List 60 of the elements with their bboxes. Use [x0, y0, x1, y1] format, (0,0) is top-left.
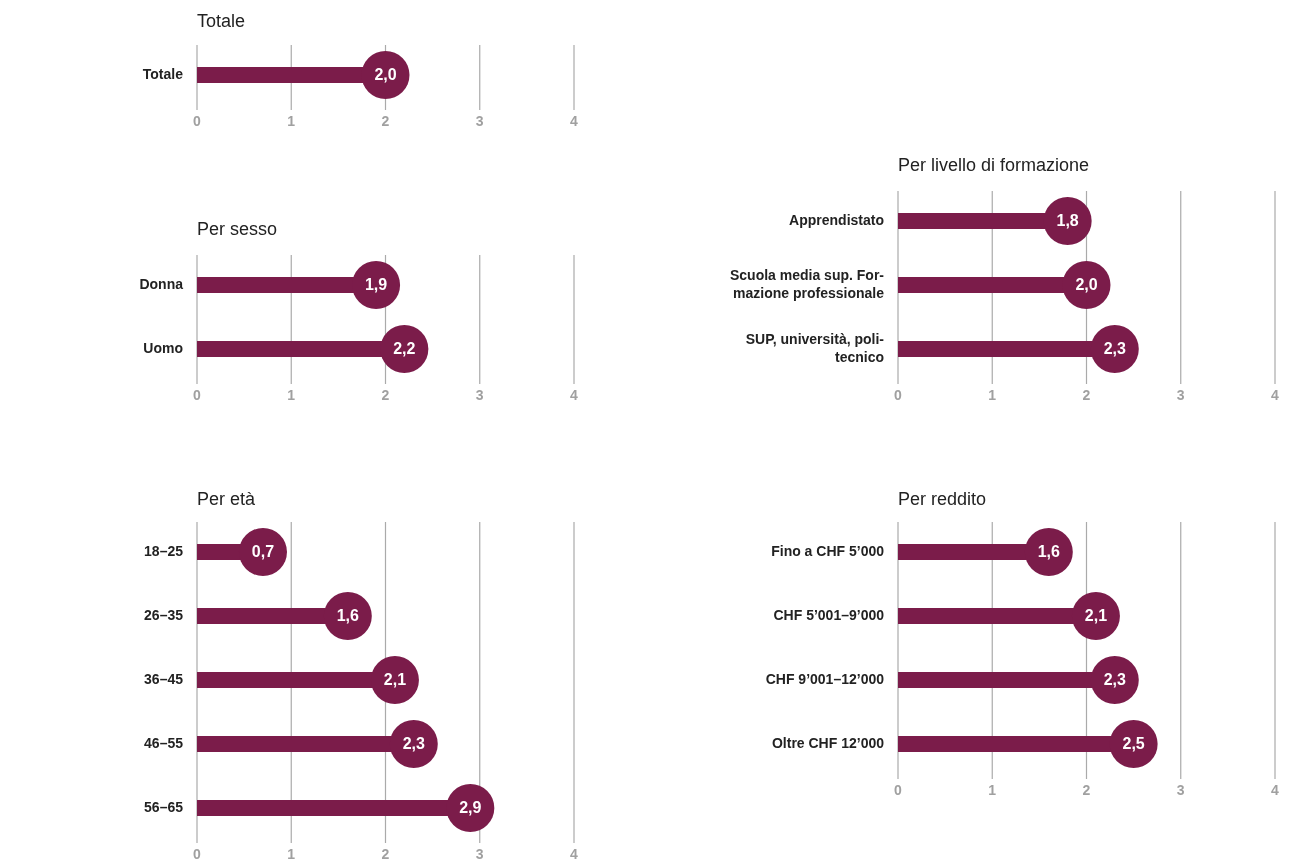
data-label: 2,2 [393, 340, 416, 358]
data-label: 2,5 [1122, 735, 1145, 753]
x-tick-label: 0 [193, 112, 202, 129]
data-label: 1,9 [364, 276, 388, 294]
y-tick-label: 36–45 [144, 670, 184, 687]
x-tick-label: 3 [475, 112, 484, 129]
x-tick-label: 4 [1271, 386, 1280, 403]
chart-title: Per livello di formazione [898, 154, 1090, 175]
x-tick-label: 2 [381, 845, 390, 862]
data-label: 1,6 [1037, 543, 1061, 561]
y-tick-label: Fino a CHF 5’000 [771, 542, 885, 559]
x-tick-label: 2 [1082, 386, 1091, 403]
data-label: 1,6 [336, 607, 360, 625]
x-tick-label: 1 [287, 112, 296, 129]
x-tick-label: 3 [475, 386, 484, 403]
y-tick-label: Donna [139, 275, 184, 292]
y-tick-label: Uomo [143, 339, 183, 356]
data-label: 2,1 [383, 671, 407, 689]
x-tick-label: 4 [1271, 781, 1280, 798]
y-tick-label: Scuola media sup. For- mazione professionale [729, 266, 885, 301]
x-tick-label: 0 [193, 386, 202, 403]
x-tick-label: 3 [1176, 781, 1185, 798]
y-tick-label: 18–25 [144, 542, 184, 559]
x-tick-label: 1 [287, 386, 296, 403]
chart-title: Per sesso [197, 218, 278, 239]
data-label: 2,3 [1103, 340, 1126, 358]
y-tick-label: Apprendistato [789, 211, 884, 228]
y-tick-label: SUP, università, poli- tecnico [745, 330, 885, 365]
x-tick-label: 0 [193, 845, 202, 862]
data-label: 0,7 [251, 543, 275, 561]
x-tick-label: 4 [570, 845, 579, 862]
y-tick-label: Totale [142, 65, 184, 82]
x-tick-label: 0 [894, 781, 903, 798]
data-label: 1,8 [1056, 212, 1079, 230]
x-tick-label: 1 [988, 781, 997, 798]
x-tick-label: 2 [1082, 781, 1091, 798]
data-label: 2,9 [459, 799, 482, 817]
data-label: 2,0 [374, 66, 397, 84]
y-tick-label: CHF 9’001–12’000 [765, 670, 885, 687]
x-tick-label: 4 [570, 386, 579, 403]
x-tick-label: 1 [988, 386, 997, 403]
y-tick-label: CHF 5’001–9’000 [773, 606, 885, 623]
x-tick-label: 2 [381, 112, 390, 129]
x-tick-label: 0 [894, 386, 903, 403]
data-label: 2,1 [1084, 607, 1108, 625]
x-tick-label: 4 [570, 112, 579, 129]
y-tick-label: Oltre CHF 12’000 [771, 734, 885, 751]
x-tick-label: 2 [381, 386, 390, 403]
y-tick-label: 46–55 [144, 734, 184, 751]
y-tick-label: 26–35 [144, 606, 184, 623]
chart-title: Per reddito [898, 488, 987, 509]
data-label: 2,3 [402, 735, 425, 753]
data-label: 2,3 [1103, 671, 1126, 689]
chart-title: Totale [197, 10, 246, 31]
x-tick-label: 3 [475, 845, 484, 862]
y-tick-label: 56–65 [144, 798, 184, 815]
x-tick-label: 3 [1176, 386, 1185, 403]
data-label: 2,0 [1075, 276, 1098, 294]
chart-title: Per età [197, 488, 257, 509]
x-tick-label: 1 [287, 845, 296, 862]
